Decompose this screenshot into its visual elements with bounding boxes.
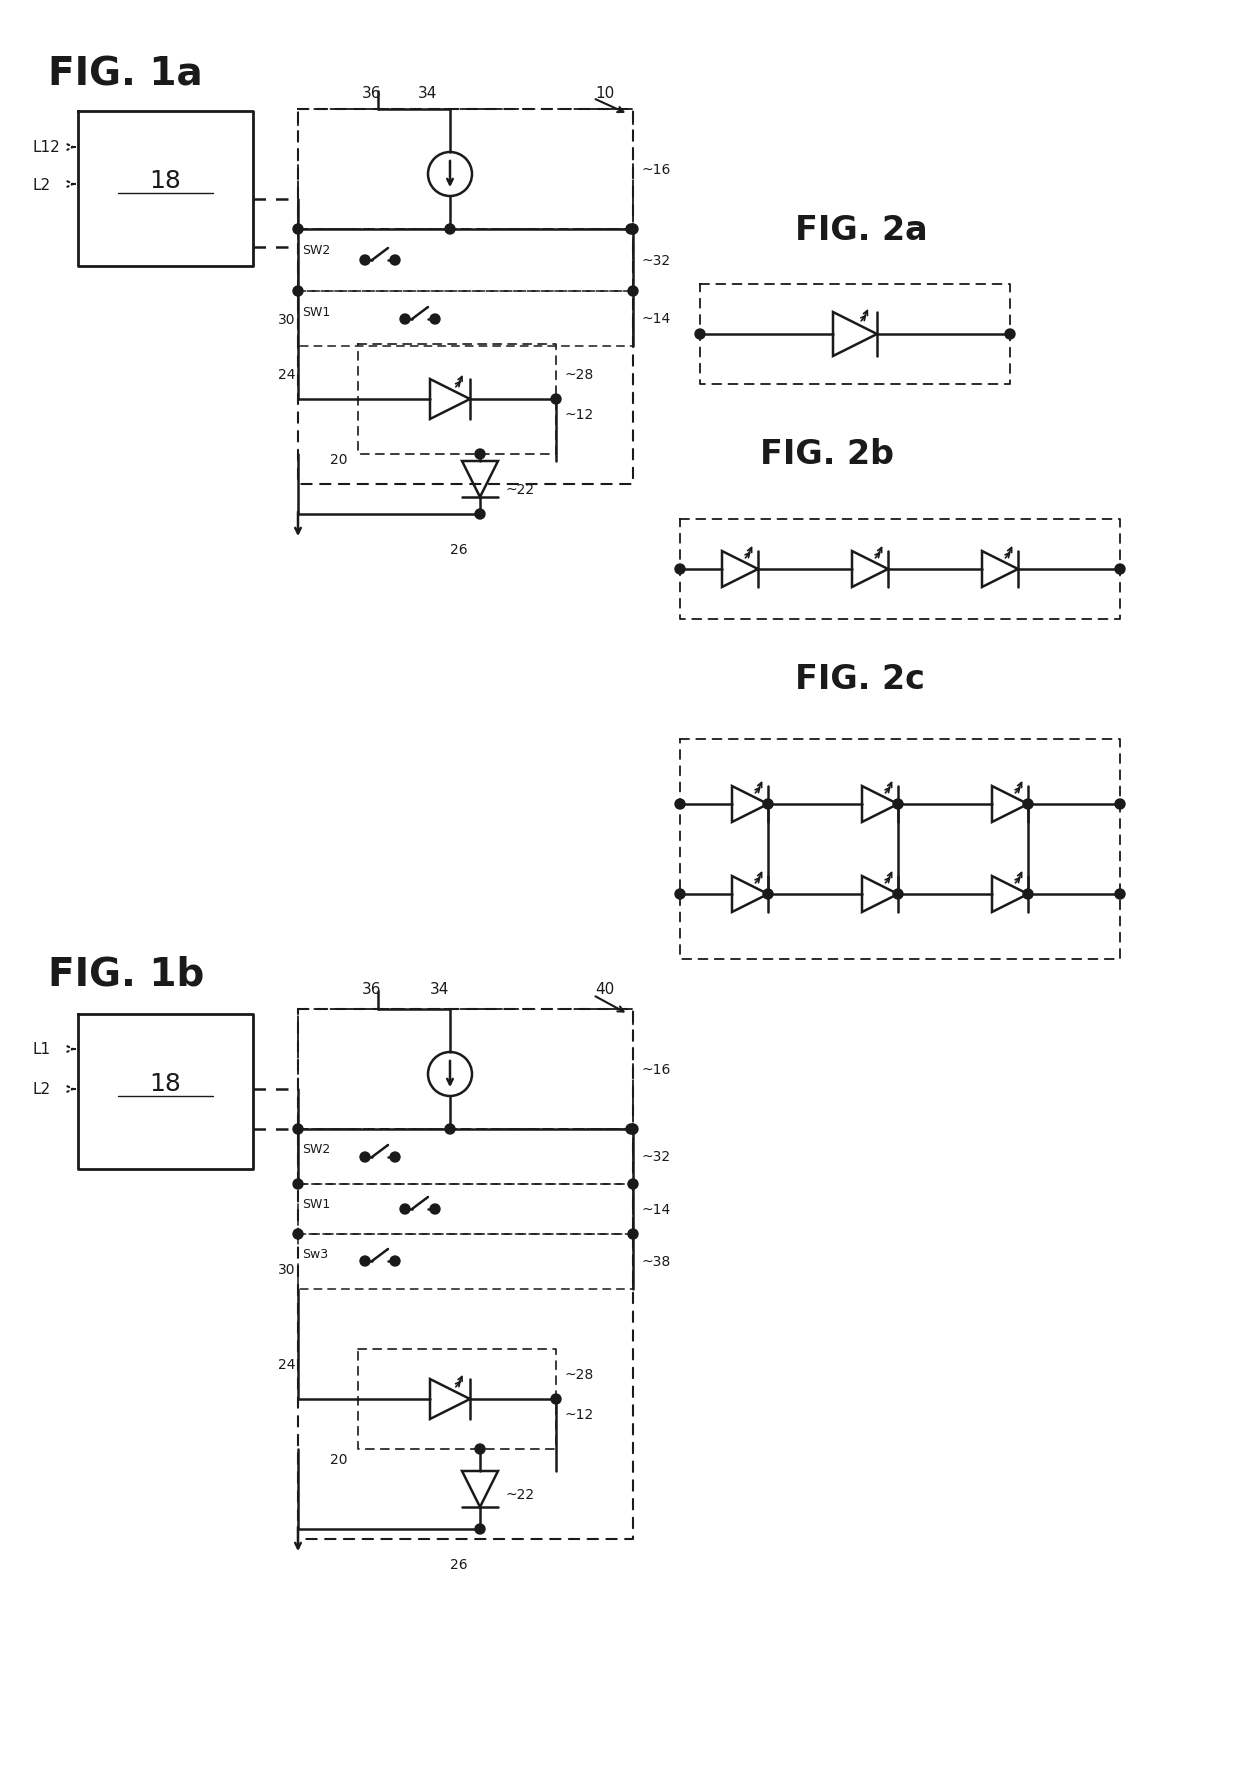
Circle shape <box>675 800 684 810</box>
Circle shape <box>763 890 773 899</box>
Circle shape <box>293 1229 303 1239</box>
Text: FIG. 2c: FIG. 2c <box>795 663 925 697</box>
Text: 30: 30 <box>278 1262 295 1277</box>
Circle shape <box>360 1152 370 1163</box>
Circle shape <box>430 316 440 324</box>
Circle shape <box>694 330 706 340</box>
Circle shape <box>1004 330 1016 340</box>
Circle shape <box>391 1152 401 1163</box>
Text: 24: 24 <box>278 1358 295 1371</box>
Text: 36: 36 <box>362 982 382 996</box>
Text: L2: L2 <box>32 177 50 193</box>
Text: 24: 24 <box>278 367 295 381</box>
Text: L1: L1 <box>32 1043 50 1057</box>
Text: ~16: ~16 <box>641 1062 671 1076</box>
Circle shape <box>391 1257 401 1266</box>
Circle shape <box>627 287 639 296</box>
Circle shape <box>430 1204 440 1215</box>
Text: 36: 36 <box>362 85 382 101</box>
Circle shape <box>475 509 485 519</box>
Circle shape <box>401 316 410 324</box>
Circle shape <box>675 564 684 574</box>
Circle shape <box>1115 800 1125 810</box>
Circle shape <box>763 800 773 810</box>
Text: FIG. 2a: FIG. 2a <box>795 213 928 246</box>
Text: ~32: ~32 <box>641 1149 670 1163</box>
Circle shape <box>627 1179 639 1190</box>
Text: ~12: ~12 <box>564 1408 593 1422</box>
Circle shape <box>627 1229 639 1239</box>
Text: FIG. 1a: FIG. 1a <box>48 57 202 94</box>
Text: 30: 30 <box>278 312 295 326</box>
Text: ~38: ~38 <box>641 1254 671 1268</box>
Circle shape <box>293 1179 303 1190</box>
Circle shape <box>401 1204 410 1215</box>
Text: SW2: SW2 <box>303 1144 330 1156</box>
Text: 18: 18 <box>149 168 181 193</box>
Circle shape <box>893 800 903 810</box>
Text: ~12: ~12 <box>564 408 593 422</box>
Circle shape <box>293 225 303 234</box>
Circle shape <box>551 1394 560 1404</box>
Text: SW1: SW1 <box>303 305 330 319</box>
Circle shape <box>551 395 560 404</box>
Text: ~14: ~14 <box>641 312 671 326</box>
Text: 26: 26 <box>450 543 467 557</box>
Circle shape <box>360 1257 370 1266</box>
Circle shape <box>475 1525 485 1534</box>
Circle shape <box>391 255 401 266</box>
Circle shape <box>675 890 684 899</box>
Text: ~32: ~32 <box>641 254 670 268</box>
Text: SW2: SW2 <box>303 243 330 257</box>
Text: 34: 34 <box>430 982 449 996</box>
Text: 10: 10 <box>595 85 614 101</box>
Text: SW1: SW1 <box>303 1199 330 1211</box>
Circle shape <box>445 1124 455 1135</box>
Text: Sw3: Sw3 <box>303 1248 329 1261</box>
Circle shape <box>1115 564 1125 574</box>
Circle shape <box>293 287 303 296</box>
Text: L12: L12 <box>32 140 60 156</box>
Circle shape <box>627 225 639 234</box>
Text: 26: 26 <box>450 1557 467 1571</box>
Circle shape <box>1023 890 1033 899</box>
Text: ~22: ~22 <box>505 1488 534 1502</box>
Text: 34: 34 <box>418 85 438 101</box>
Text: ~22: ~22 <box>505 482 534 496</box>
Circle shape <box>1115 890 1125 899</box>
Text: ~14: ~14 <box>641 1202 671 1216</box>
Circle shape <box>360 255 370 266</box>
Text: L2: L2 <box>32 1082 50 1097</box>
Circle shape <box>626 225 636 234</box>
Text: 18: 18 <box>149 1071 181 1096</box>
Text: FIG. 2b: FIG. 2b <box>760 438 894 472</box>
Text: ~28: ~28 <box>564 1367 593 1381</box>
Text: ~16: ~16 <box>641 163 671 177</box>
Circle shape <box>475 1445 485 1454</box>
Circle shape <box>627 1124 639 1135</box>
Circle shape <box>445 225 455 234</box>
Circle shape <box>1023 800 1033 810</box>
Text: FIG. 1b: FIG. 1b <box>48 956 205 993</box>
Circle shape <box>893 890 903 899</box>
Text: 20: 20 <box>330 452 347 466</box>
Circle shape <box>626 1124 636 1135</box>
Text: 20: 20 <box>330 1452 347 1466</box>
Text: 40: 40 <box>595 982 614 996</box>
Circle shape <box>475 450 485 459</box>
Text: ~28: ~28 <box>564 367 593 381</box>
Circle shape <box>293 1124 303 1135</box>
